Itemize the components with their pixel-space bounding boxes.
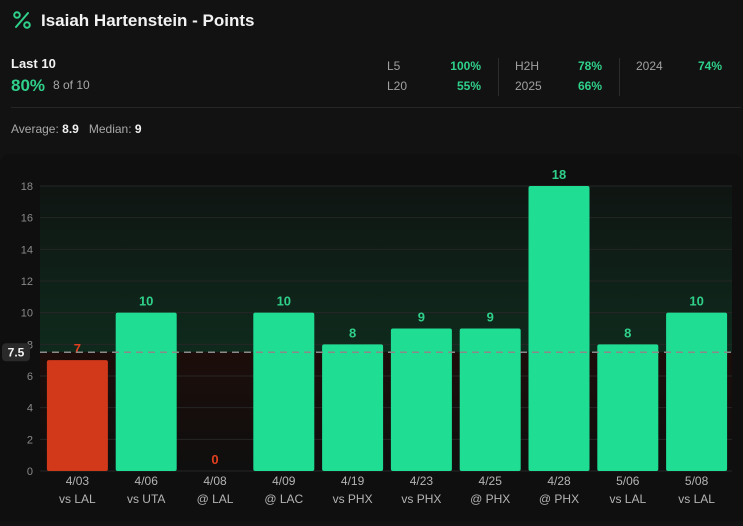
split-l20-label: L20 [387, 79, 408, 93]
bar[interactable] [390, 328, 452, 472]
average-median-row: Average: 8.9 Median: 9 [11, 122, 142, 136]
last10-hit-rate: 80% [11, 76, 46, 95]
bar[interactable] [115, 312, 177, 471]
x-tick-date: 4/03 [66, 474, 90, 488]
y-tick-label: 6 [27, 371, 33, 383]
points-bar-chart: 0 2 4 6 8 10 12 14 16 18 7 4/03 vs LAL 10 4/06 vs UTA 0 4… [2, 167, 732, 506]
threshold-badge [2, 343, 30, 362]
y-tick-label: 14 [21, 244, 33, 256]
y-tick-label: 18 [21, 181, 33, 193]
split-2025-value: 66% [577, 79, 602, 93]
divider [619, 58, 620, 96]
percent-icon [13, 11, 31, 29]
split-l5-value: 100% [450, 59, 481, 73]
split-h2h-label: H2H [515, 59, 540, 73]
x-tick-date: 5/06 [616, 474, 640, 488]
x-tick-date: 4/08 [203, 474, 227, 488]
average-value: 8.9 [62, 122, 79, 136]
bar[interactable] [597, 344, 659, 471]
bar-value-label: 8 [624, 325, 631, 340]
divider [498, 58, 499, 96]
y-tick-label: 10 [21, 308, 33, 320]
bar[interactable] [459, 328, 521, 472]
split-h2h-value: 78% [577, 59, 602, 73]
x-tick-date: 4/06 [135, 474, 159, 488]
y-tick-label: 0 [27, 466, 33, 478]
threshold-label: 7.5 [8, 345, 25, 359]
bar-value-label: 9 [487, 310, 494, 325]
x-tick-opponent: @ PHX [470, 492, 510, 506]
header: Isaiah Hartenstein - Points [0, 0, 743, 44]
x-tick-opponent: vs LAL [59, 492, 96, 506]
y-tick-label: 12 [21, 276, 33, 288]
split-l20-value: 55% [456, 79, 481, 93]
y-tick-label: 8 [27, 339, 33, 351]
x-tick-opponent: vs PHX [401, 492, 441, 506]
x-tick-opponent: @ LAL [197, 492, 234, 506]
x-tick-opponent: @ LAC [264, 492, 303, 506]
y-tick-label: 16 [21, 213, 33, 225]
x-tick-date: 4/09 [272, 474, 296, 488]
bar-value-label: 7 [74, 341, 81, 356]
x-tick-date: 4/28 [547, 474, 571, 488]
summary-panel: Last 10 80% 8 of 10 L5 100% L20 55% H2H … [0, 44, 743, 154]
x-tick-date: 4/25 [479, 474, 503, 488]
split-2024-label: 2024 [636, 59, 663, 73]
x-tick-opponent: @ PHX [539, 492, 579, 506]
split-2024-value: 74% [697, 59, 722, 73]
bar-value-label: 10 [277, 294, 291, 309]
median-label: Median: [88, 122, 132, 136]
last10-label: Last 10 [11, 56, 56, 71]
bar[interactable] [666, 312, 728, 471]
y-tick-label: 4 [27, 403, 33, 415]
bar[interactable] [322, 344, 384, 471]
x-tick-opponent: vs UTA [127, 492, 165, 506]
bar[interactable] [46, 360, 108, 471]
bar[interactable] [253, 312, 315, 471]
bar-value-label: 10 [689, 294, 703, 309]
split-2025-label: 2025 [515, 79, 542, 93]
bar-value-label: 9 [418, 310, 425, 325]
average-label: Average: [11, 122, 59, 136]
bar[interactable] [528, 186, 590, 471]
x-tick-date: 4/23 [410, 474, 434, 488]
bar-value-label: 8 [349, 325, 356, 340]
bar-value-label: 0 [211, 452, 218, 467]
median-value: 9 [134, 122, 142, 136]
y-tick-label: 2 [27, 434, 33, 446]
x-tick-opponent: vs LAL [678, 492, 715, 506]
x-tick-opponent: vs PHX [333, 492, 373, 506]
bar-value-label: 18 [552, 167, 566, 182]
bar-value-label: 10 [139, 294, 153, 309]
split-l5-label: L5 [387, 59, 401, 73]
x-tick-opponent: vs LAL [609, 492, 646, 506]
x-tick-date: 5/08 [685, 474, 709, 488]
divider [11, 107, 741, 108]
page-title: Isaiah Hartenstein - Points [41, 11, 255, 30]
last10-count: 8 of 10 [53, 78, 90, 92]
chart-panel: 0 2 4 6 8 10 12 14 16 18 7 4/03 vs LAL 10 4/06 vs UTA 0 4… [0, 154, 743, 521]
x-tick-date: 4/19 [341, 474, 365, 488]
